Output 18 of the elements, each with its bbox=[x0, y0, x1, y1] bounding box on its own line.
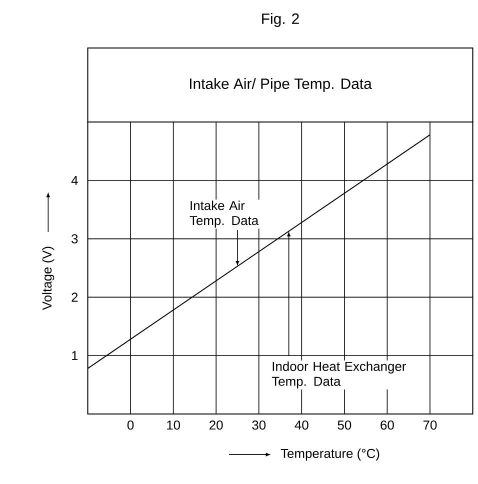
y-tick-label: 2 bbox=[72, 292, 78, 302]
y-tick-label: 1 bbox=[72, 351, 78, 360]
x-tick-label: 0 bbox=[128, 420, 134, 430]
x-axis-title: Temperature (°C) bbox=[280, 448, 380, 461]
chart-subtitle: Intake Air/ Pipe Temp. Data bbox=[190, 78, 372, 92]
y-axis-title: Voltage (V) bbox=[42, 246, 54, 310]
x-tick-label: 50 bbox=[338, 420, 352, 430]
x-tick-label: 70 bbox=[424, 420, 437, 430]
y-tick-label: 3 bbox=[72, 234, 78, 244]
annotation: Indoor Heat Exchanger Temp. Data bbox=[272, 361, 406, 388]
x-tick-label: 10 bbox=[167, 420, 180, 430]
x-tick-label: 20 bbox=[210, 420, 223, 430]
x-tick-label: 60 bbox=[380, 420, 394, 430]
x-tick-label: 30 bbox=[252, 420, 266, 430]
annotation: Intake Air Temp. Data bbox=[190, 200, 259, 228]
chart-title: Fig. 2 bbox=[262, 13, 299, 27]
x-tick-label: 40 bbox=[294, 420, 308, 430]
y-tick-label: 4 bbox=[71, 176, 78, 185]
